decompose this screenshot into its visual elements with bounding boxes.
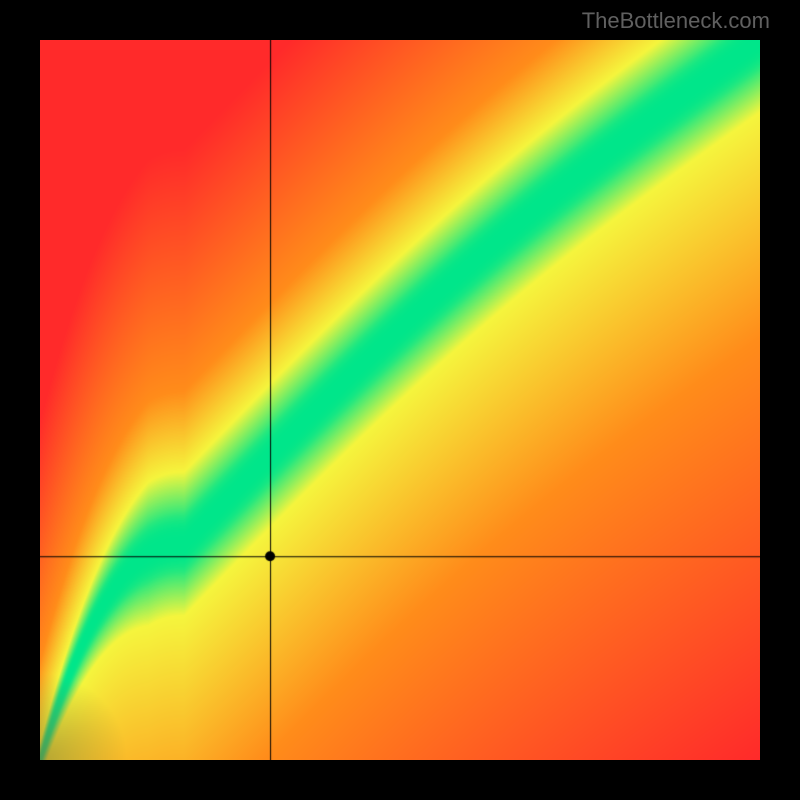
bottleneck-heatmap — [40, 40, 760, 760]
chart-container: TheBottleneck.com — [0, 0, 800, 800]
watermark-text: TheBottleneck.com — [582, 8, 770, 34]
